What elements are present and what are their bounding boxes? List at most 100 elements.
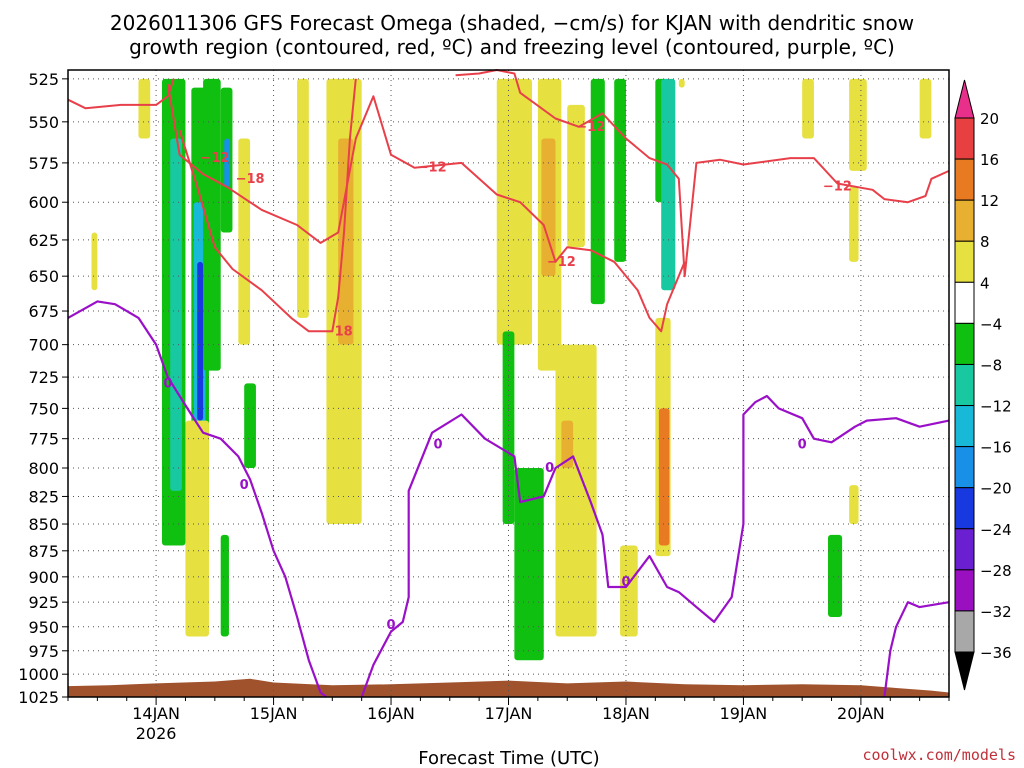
omega-cell-11 <box>220 534 229 637</box>
y-tick-label-600: 600 <box>28 193 59 212</box>
omega-cell-18 <box>567 104 585 248</box>
colorbar-segment-2 <box>954 199 975 242</box>
terrain-area <box>68 678 949 697</box>
colorbar-label-11: −28 <box>980 562 1012 580</box>
x-tick-label-17JAN: 17JAN <box>485 704 533 723</box>
freezing-level-label-5: 0 <box>621 575 630 590</box>
colorbar: 20 16 12 8 4 −4 −8 −12 −16 −20 −24 −28 −32 −36 <box>954 79 1012 691</box>
x-tick-sublabel-14JAN: 2026 <box>136 724 177 743</box>
y-tick-label-625: 625 <box>28 231 59 250</box>
x-tick-label-15JAN: 15JAN <box>250 704 298 723</box>
omega-cell-29 <box>620 545 638 637</box>
omega-cell-14 <box>338 138 354 345</box>
x-tick-label-18JAN: 18JAN <box>602 704 650 723</box>
omega-cell-5 <box>203 78 221 371</box>
colorbar-segment-1 <box>954 158 975 201</box>
omega-cell-7 <box>224 138 231 187</box>
colorbar-label-3: 8 <box>980 233 990 251</box>
colorbar-segment-0 <box>954 117 975 160</box>
colorbar-segment-11 <box>954 569 975 612</box>
omega-cell-1 <box>170 138 182 491</box>
colorbar-segment-3 <box>954 240 975 283</box>
omega-cell-17 <box>541 138 556 277</box>
omega-cell-15 <box>496 78 532 345</box>
colorbar-top-arrow <box>954 79 975 119</box>
omega-cell-12 <box>297 78 309 318</box>
dgz-contour-top-right <box>455 69 950 278</box>
freezing-level-left <box>67 300 328 698</box>
colorbar-label-2: 12 <box>980 192 999 210</box>
dgz-contour-bottom <box>166 83 686 333</box>
omega-cell-37 <box>91 232 98 291</box>
omega-cell-9 <box>238 138 251 345</box>
freezing-level-label-3: 0 <box>387 618 396 633</box>
omega-cell-32 <box>849 186 859 262</box>
y-tick-label-825: 825 <box>28 487 59 506</box>
colorbar-segment-5 <box>954 322 975 365</box>
colorbar-segment-12 <box>954 610 975 653</box>
x-tick-label-20JAN: 20JAN <box>837 704 885 723</box>
y-tick-label-925: 925 <box>28 593 59 612</box>
colorbar-label-10: −24 <box>980 521 1012 539</box>
colorbar-segment-9 <box>954 487 975 530</box>
y-tick-label-725: 725 <box>28 368 59 387</box>
colorbar-label-7: −12 <box>980 398 1012 416</box>
y-tick-label-975: 975 <box>28 642 59 661</box>
omega-cell-36 <box>678 78 685 88</box>
y-tick-label-525: 525 <box>28 70 59 89</box>
y-tick-label-775: 775 <box>28 430 59 449</box>
y-tick-label-650: 650 <box>28 267 59 286</box>
colorbar-label-9: −20 <box>980 480 1012 498</box>
omega-cell-33 <box>849 485 859 525</box>
omega-cell-20 <box>561 420 574 469</box>
colorbar-segment-7 <box>954 405 975 448</box>
colorbar-label-4: 4 <box>980 274 990 292</box>
credit-text[interactable]: coolwx.com/models <box>862 746 1016 764</box>
omega-cell-19 <box>555 344 597 637</box>
dgz-contour-label-5: −12 <box>547 255 576 270</box>
colorbar-label-6: −8 <box>980 356 1002 374</box>
omega-cell-22 <box>514 468 544 661</box>
omega-cell-34 <box>828 534 843 618</box>
freezing-level-right <box>883 601 950 698</box>
omega-cell-30 <box>802 78 814 139</box>
colorbar-label-13: −36 <box>980 644 1012 662</box>
colorbar-label-5: −4 <box>980 315 1002 333</box>
colorbar-label-8: −16 <box>980 439 1012 457</box>
colorbar-segment-8 <box>954 446 975 489</box>
omega-cell-21 <box>502 331 515 525</box>
freezing-level-label-6: 0 <box>798 438 807 453</box>
dgz-contour-label-3: −12 <box>576 120 605 135</box>
omega-cell-26 <box>661 78 676 291</box>
y-axis-ticks: 525 550 575 600 625 650 675 700 725 750 775 800 825 8… <box>18 70 68 707</box>
freezing-level-label-1: 0 <box>240 478 249 493</box>
dgz-contour-label-0: −12 <box>200 151 229 166</box>
omega-cell-28 <box>658 408 670 546</box>
dgz-contour-label-4: −18 <box>324 324 353 339</box>
dgz-contour-label-6: −12 <box>823 180 852 195</box>
omega-cell-38 <box>138 78 151 139</box>
y-tick-label-800: 800 <box>28 459 59 478</box>
dgz-contour-label-2: −12 <box>418 161 447 176</box>
x-tick-label-19JAN: 19JAN <box>720 704 768 723</box>
y-tick-label-575: 575 <box>28 154 59 173</box>
colorbar-segment-10 <box>954 528 975 571</box>
dgz-contour-label-1: −18 <box>236 172 265 187</box>
freezing-level-label-0: 0 <box>163 376 172 391</box>
y-tick-label-700: 700 <box>28 336 59 355</box>
y-tick-label-1025: 1025 <box>18 688 59 707</box>
x-tick-label-14JAN: 14JAN <box>132 704 180 723</box>
chart-title-line-1: 2026011306 GFS Forecast Omega (shaded, −… <box>110 11 914 35</box>
contours: −12 −18 −12 −12 −18 −12 −12 0 0 0 0 0 0 0 <box>67 69 950 698</box>
colorbar-bottom-arrow <box>954 651 975 691</box>
dgz-contour-inner <box>178 78 357 333</box>
omega-cell-24 <box>614 78 626 262</box>
y-tick-label-900: 900 <box>28 568 59 587</box>
y-tick-label-950: 950 <box>28 618 59 637</box>
freezing-level-label-4: 0 <box>545 461 554 476</box>
y-tick-label-675: 675 <box>28 302 59 321</box>
colorbar-segment-6 <box>954 363 975 407</box>
y-tick-label-750: 750 <box>28 399 59 418</box>
